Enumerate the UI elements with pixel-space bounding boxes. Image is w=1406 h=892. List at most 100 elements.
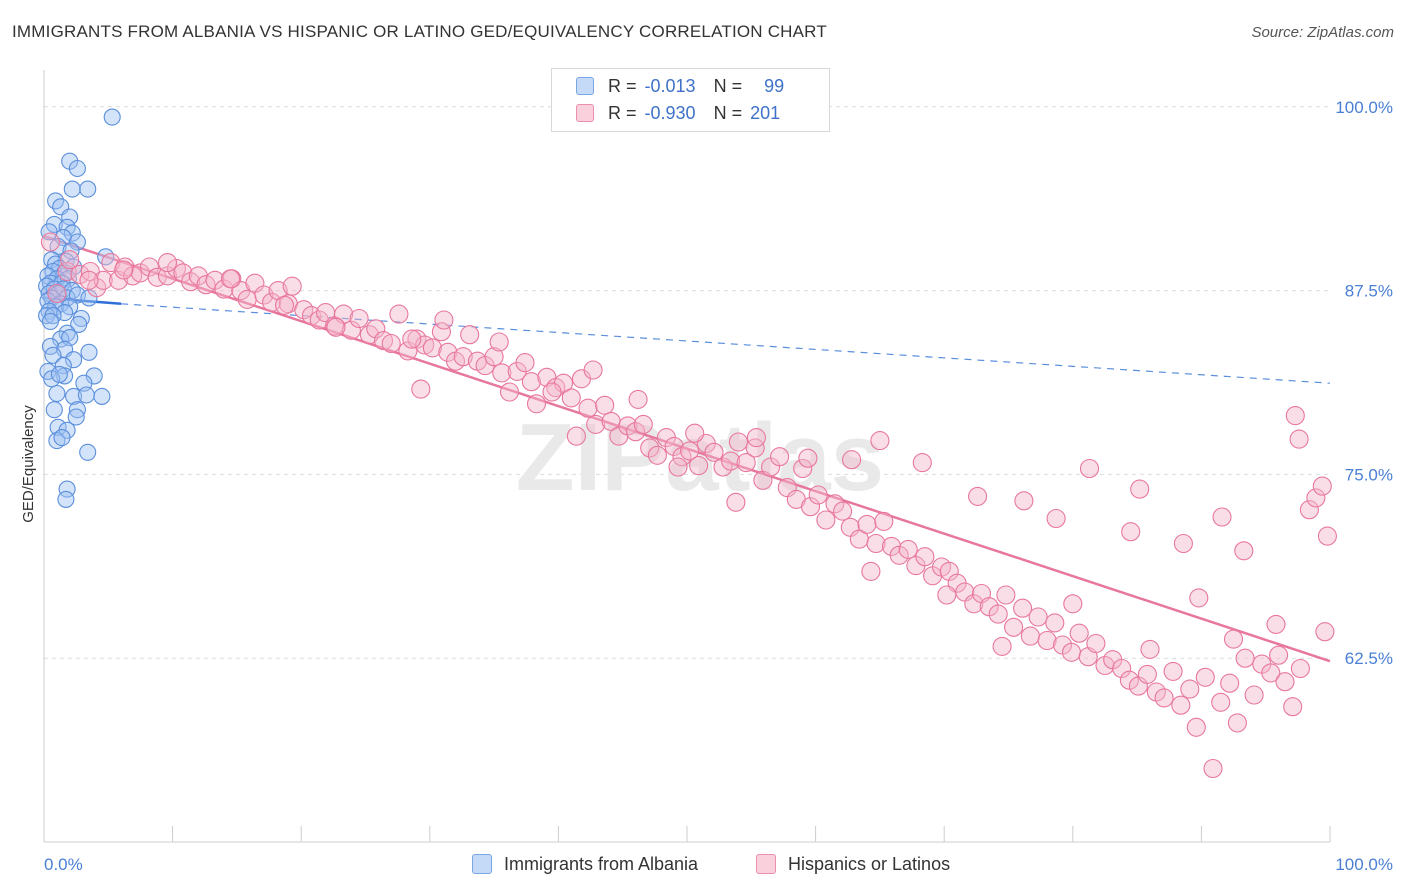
data-point — [341, 320, 361, 340]
y-tick-label: 87.5% — [1345, 282, 1393, 301]
data-point — [453, 347, 473, 367]
data-point — [833, 501, 853, 521]
data-point — [44, 346, 62, 364]
data-point — [808, 485, 828, 505]
data-point — [41, 312, 59, 331]
x-tick-label: 100.0% — [1335, 855, 1393, 874]
data-point — [1045, 613, 1065, 633]
data-point — [728, 432, 748, 452]
source-credit: Source: ZipAtlas.com — [1251, 24, 1394, 41]
data-point — [996, 585, 1016, 605]
data-point — [1220, 673, 1240, 693]
data-point — [63, 180, 81, 198]
y-tick-label: 75.0% — [1345, 465, 1393, 484]
data-point — [968, 486, 988, 506]
series-legend-albania[interactable]: Immigrants from Albania — [472, 852, 698, 876]
data-point — [1290, 658, 1310, 679]
chart-title: IMMIGRANTS FROM ALBANIA VS HISPANIC OR L… — [12, 22, 827, 41]
data-point — [53, 429, 71, 447]
data-point — [77, 386, 95, 404]
legend-r-value: -0.013 — [644, 75, 696, 96]
data-point — [1275, 672, 1295, 692]
legend-row-albania: R = -0.013 N = 99 — [576, 74, 784, 98]
data-point — [1223, 629, 1244, 649]
trend-line-albania-extension — [121, 303, 1331, 384]
data-points — [38, 108, 1337, 779]
data-point — [40, 232, 60, 252]
data-point — [1234, 541, 1254, 561]
data-point — [1289, 429, 1309, 449]
data-point — [147, 267, 167, 287]
data-point — [647, 445, 667, 465]
data-point — [70, 315, 88, 333]
data-point — [736, 453, 756, 473]
data-point — [45, 401, 63, 419]
data-point — [992, 636, 1012, 656]
data-point — [139, 257, 160, 277]
data-point — [595, 395, 615, 415]
data-point — [1266, 614, 1286, 634]
data-point — [542, 382, 562, 402]
series-label-hispanic: Hispanics or Latinos — [788, 853, 951, 874]
correlation-legend: R = -0.013 N = 99 R = -0.930 N = 201 — [551, 68, 830, 132]
data-point — [431, 322, 451, 342]
data-point — [434, 310, 454, 330]
data-point — [578, 398, 598, 418]
data-point — [704, 442, 724, 462]
data-point — [80, 343, 98, 361]
data-point — [157, 253, 178, 273]
data-point — [499, 382, 520, 402]
data-point — [57, 490, 75, 508]
data-point — [381, 333, 401, 354]
data-point — [1095, 655, 1115, 676]
data-point — [1203, 758, 1223, 779]
data-point — [484, 347, 504, 367]
data-point — [1285, 406, 1305, 426]
data-point — [68, 233, 86, 251]
data-point — [389, 304, 409, 324]
series-1-points — [40, 232, 1337, 779]
series-legend-hispanic[interactable]: Hispanics or Latinos — [756, 852, 950, 876]
data-point — [668, 457, 688, 477]
data-point — [366, 319, 386, 339]
data-point — [1212, 507, 1232, 527]
data-point — [1028, 607, 1048, 627]
data-point — [1112, 658, 1132, 679]
data-point — [1079, 458, 1100, 479]
grid-lines — [44, 106, 1330, 659]
data-point — [1146, 682, 1166, 702]
data-point — [1189, 588, 1209, 608]
legend-r-label: R = — [608, 75, 637, 96]
data-point — [689, 456, 709, 476]
data-point — [726, 492, 746, 512]
data-point — [1121, 522, 1141, 542]
data-point — [65, 351, 83, 369]
legend-row-hispanic: R = -0.930 N = 201 — [576, 101, 780, 125]
data-point — [713, 457, 733, 477]
x-tick-label: 0.0% — [44, 855, 83, 874]
data-point — [49, 418, 67, 436]
data-point — [93, 387, 111, 405]
data-point — [842, 450, 862, 470]
data-point — [237, 289, 257, 309]
data-point — [770, 447, 790, 467]
data-point — [898, 539, 918, 559]
data-point — [685, 423, 705, 443]
data-point — [1140, 639, 1160, 659]
data-point — [626, 422, 646, 442]
data-point — [939, 561, 959, 581]
axes — [43, 70, 1331, 843]
y-tick-label: 100.0% — [1335, 98, 1393, 117]
data-point — [1269, 645, 1289, 665]
data-point — [67, 408, 85, 426]
data-point — [526, 394, 547, 414]
data-point — [521, 372, 541, 392]
data-point — [61, 208, 79, 226]
data-point — [964, 594, 984, 614]
data-point — [825, 494, 845, 514]
data-point — [93, 270, 113, 290]
data-point — [857, 514, 877, 534]
data-point — [411, 379, 431, 399]
data-point — [492, 363, 512, 383]
data-point — [65, 387, 83, 405]
